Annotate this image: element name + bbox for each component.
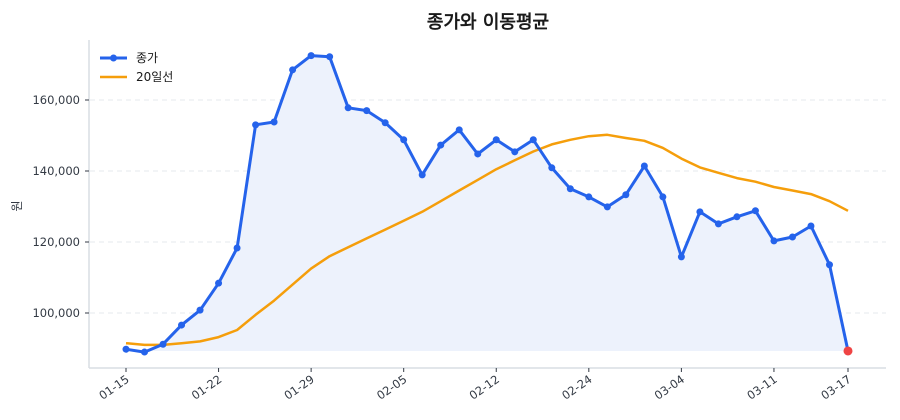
- chart-title: 종가와 이동평균: [427, 12, 549, 33]
- close-marker: [788, 233, 796, 241]
- y-tick-label: 160,000: [32, 93, 80, 107]
- y-axis-label: 원: [10, 200, 24, 211]
- last-close-marker: [843, 346, 853, 356]
- y-tick-label: 100,000: [32, 306, 80, 320]
- close-marker: [677, 253, 685, 261]
- close-marker: [215, 279, 223, 287]
- close-marker: [474, 150, 482, 158]
- close-marker: [770, 237, 778, 245]
- close-marker: [122, 345, 130, 353]
- close-marker: [733, 213, 741, 221]
- close-marker: [640, 162, 648, 170]
- x-tick-label: 01-22: [189, 372, 224, 403]
- close-fill-area: [126, 55, 848, 353]
- legend-close-label: 종가: [136, 51, 158, 65]
- close-marker: [344, 104, 352, 112]
- close-marker: [622, 191, 630, 199]
- close-marker: [511, 148, 519, 156]
- close-price-markers: [122, 52, 853, 356]
- close-marker: [233, 244, 241, 252]
- close-marker: [455, 126, 463, 134]
- legend: 종가 20일선: [100, 51, 173, 84]
- close-marker: [714, 220, 722, 228]
- close-marker: [603, 203, 611, 211]
- x-tick-label: 02-05: [374, 372, 409, 403]
- close-marker: [178, 321, 186, 329]
- legend-ma20-label: 20일선: [136, 70, 173, 84]
- close-marker: [696, 208, 704, 216]
- x-tick-label: 02-24: [559, 372, 594, 403]
- close-marker: [326, 53, 334, 61]
- close-marker: [751, 207, 759, 215]
- close-marker: [381, 119, 389, 127]
- y-tick-label: 140,000: [32, 164, 80, 178]
- close-marker: [196, 306, 204, 314]
- y-ticks: 100,000 120,000 140,000 160,000: [32, 93, 89, 320]
- close-marker: [400, 136, 408, 144]
- close-marker: [270, 118, 278, 126]
- x-ticks: 01-15 01-22 01-29 02-05 02-12 02-24 03-04 03-11…: [96, 368, 854, 403]
- close-marker: [825, 261, 833, 269]
- close-marker: [492, 136, 500, 144]
- y-tick-label: 120,000: [32, 235, 80, 249]
- x-tick-label: 03-17: [818, 372, 853, 403]
- close-marker: [548, 164, 556, 172]
- close-marker: [529, 136, 537, 144]
- close-marker: [807, 222, 815, 230]
- legend-close-marker-icon: [110, 54, 117, 62]
- close-marker: [585, 193, 593, 201]
- close-price-line: [125, 54, 850, 354]
- close-marker: [437, 141, 445, 149]
- close-marker: [159, 340, 167, 348]
- x-tick-label: 03-11: [744, 372, 779, 403]
- close-marker: [141, 348, 149, 356]
- ma20-line: [125, 133, 849, 347]
- close-marker: [252, 121, 260, 129]
- close-marker: [307, 52, 315, 60]
- x-tick-label: 01-29: [281, 372, 316, 403]
- x-tick-label: 03-04: [652, 372, 687, 403]
- close-marker: [566, 185, 574, 193]
- close-marker: [659, 193, 667, 201]
- close-marker: [289, 66, 297, 74]
- close-marker: [363, 107, 371, 115]
- x-tick-label: 02-12: [467, 372, 502, 403]
- close-marker: [418, 171, 426, 179]
- x-tick-label: 01-15: [96, 372, 131, 403]
